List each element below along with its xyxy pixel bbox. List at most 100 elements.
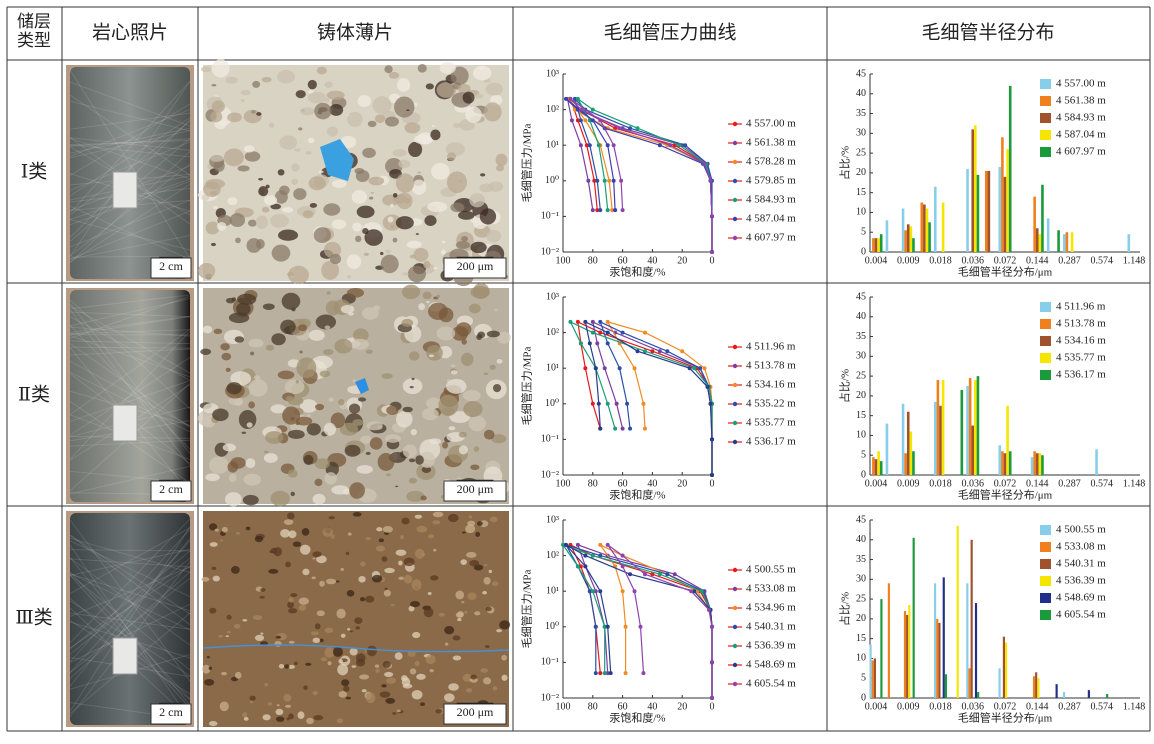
- grain: [415, 455, 424, 464]
- point: [707, 608, 711, 612]
- x-tick-label: 0.009: [897, 255, 920, 266]
- point: [710, 437, 714, 441]
- bar: [1033, 676, 1035, 698]
- point: [643, 427, 647, 431]
- grain: [409, 458, 415, 462]
- legend-label: 4 534.16 m: [746, 379, 796, 391]
- grain: [214, 329, 223, 334]
- grain: [397, 710, 401, 713]
- bar: [886, 220, 889, 252]
- grain: [341, 679, 349, 686]
- point: [591, 589, 595, 593]
- series-line: [600, 322, 712, 475]
- bar: [1039, 234, 1042, 252]
- legend-swatch: [1040, 559, 1051, 569]
- grain: [226, 298, 235, 304]
- x-tick-label: 100: [556, 255, 571, 266]
- grain: [423, 261, 430, 269]
- grain: [288, 397, 304, 406]
- y-tick-label: 10: [856, 207, 866, 218]
- bar: [985, 171, 988, 252]
- x-tick-label: 20: [677, 478, 687, 489]
- grain: [448, 514, 459, 522]
- legend-marker: [733, 402, 737, 406]
- grain: [367, 421, 383, 430]
- grain: [475, 532, 480, 537]
- grain: [451, 370, 458, 374]
- grain: [240, 90, 250, 95]
- scale-label: 200 μm: [457, 482, 494, 496]
- bar: [974, 125, 977, 252]
- grain: [330, 254, 341, 264]
- x-tick-label: 0.009: [897, 478, 920, 489]
- grain: [410, 601, 420, 607]
- grain: [285, 380, 305, 395]
- grain: [469, 515, 473, 518]
- bar: [920, 203, 923, 252]
- legend-marker: [733, 122, 737, 126]
- grain: [237, 294, 256, 305]
- grain: [337, 664, 348, 676]
- point: [628, 427, 632, 431]
- grain: [470, 242, 486, 253]
- y-tick-label: 5: [861, 227, 866, 238]
- grain: [306, 414, 311, 417]
- grain: [274, 547, 282, 556]
- grain: [486, 607, 492, 611]
- grain: [477, 521, 483, 526]
- legend-marker: [733, 198, 737, 202]
- grain: [493, 686, 498, 691]
- bar: [872, 660, 874, 698]
- bar: [1033, 197, 1036, 252]
- grain: [401, 518, 409, 525]
- grain: [466, 552, 477, 558]
- grain: [338, 399, 344, 405]
- bar: [1037, 678, 1039, 698]
- grain: [395, 486, 398, 488]
- grain: [358, 576, 365, 583]
- bar: [907, 224, 910, 252]
- point: [594, 625, 598, 629]
- grain: [395, 652, 403, 660]
- grain: [435, 709, 441, 714]
- point: [583, 554, 587, 558]
- grain: [255, 536, 263, 542]
- grain: [260, 588, 265, 592]
- point: [603, 179, 607, 183]
- x-tick-label: 0.072: [994, 478, 1017, 489]
- grain: [262, 77, 272, 82]
- grain: [375, 114, 385, 123]
- grain: [227, 461, 238, 472]
- point: [576, 97, 580, 101]
- grain: [326, 300, 340, 315]
- row-label: Ⅲ类: [15, 606, 52, 628]
- grain: [249, 696, 255, 701]
- grain: [463, 92, 475, 104]
- point: [583, 320, 587, 324]
- point: [621, 331, 625, 335]
- grain: [254, 375, 261, 379]
- grain: [222, 527, 228, 533]
- grain: [353, 512, 362, 517]
- grain: [483, 677, 491, 684]
- grain: [444, 693, 455, 702]
- grain: [309, 176, 326, 190]
- grain: [337, 718, 343, 723]
- x-tick-label: 0.574: [1091, 701, 1114, 712]
- grain: [453, 123, 461, 128]
- thin-section-photo: 200 μm: [198, 283, 511, 506]
- legend-label: 4 534.16 m: [1056, 335, 1106, 347]
- grain: [386, 473, 391, 476]
- y-tick-label: 10¹: [546, 139, 559, 150]
- bar: [939, 406, 942, 475]
- x-tick-label: 0.072: [994, 701, 1017, 712]
- grain: [227, 112, 242, 122]
- grain: [258, 178, 263, 180]
- bar: [872, 238, 875, 252]
- grain: [463, 401, 482, 417]
- grain: [466, 688, 472, 692]
- grain: [365, 537, 371, 540]
- grain: [264, 453, 278, 463]
- x-tick-label: 60: [618, 255, 628, 266]
- x-tick-label: 0.287: [1058, 478, 1081, 489]
